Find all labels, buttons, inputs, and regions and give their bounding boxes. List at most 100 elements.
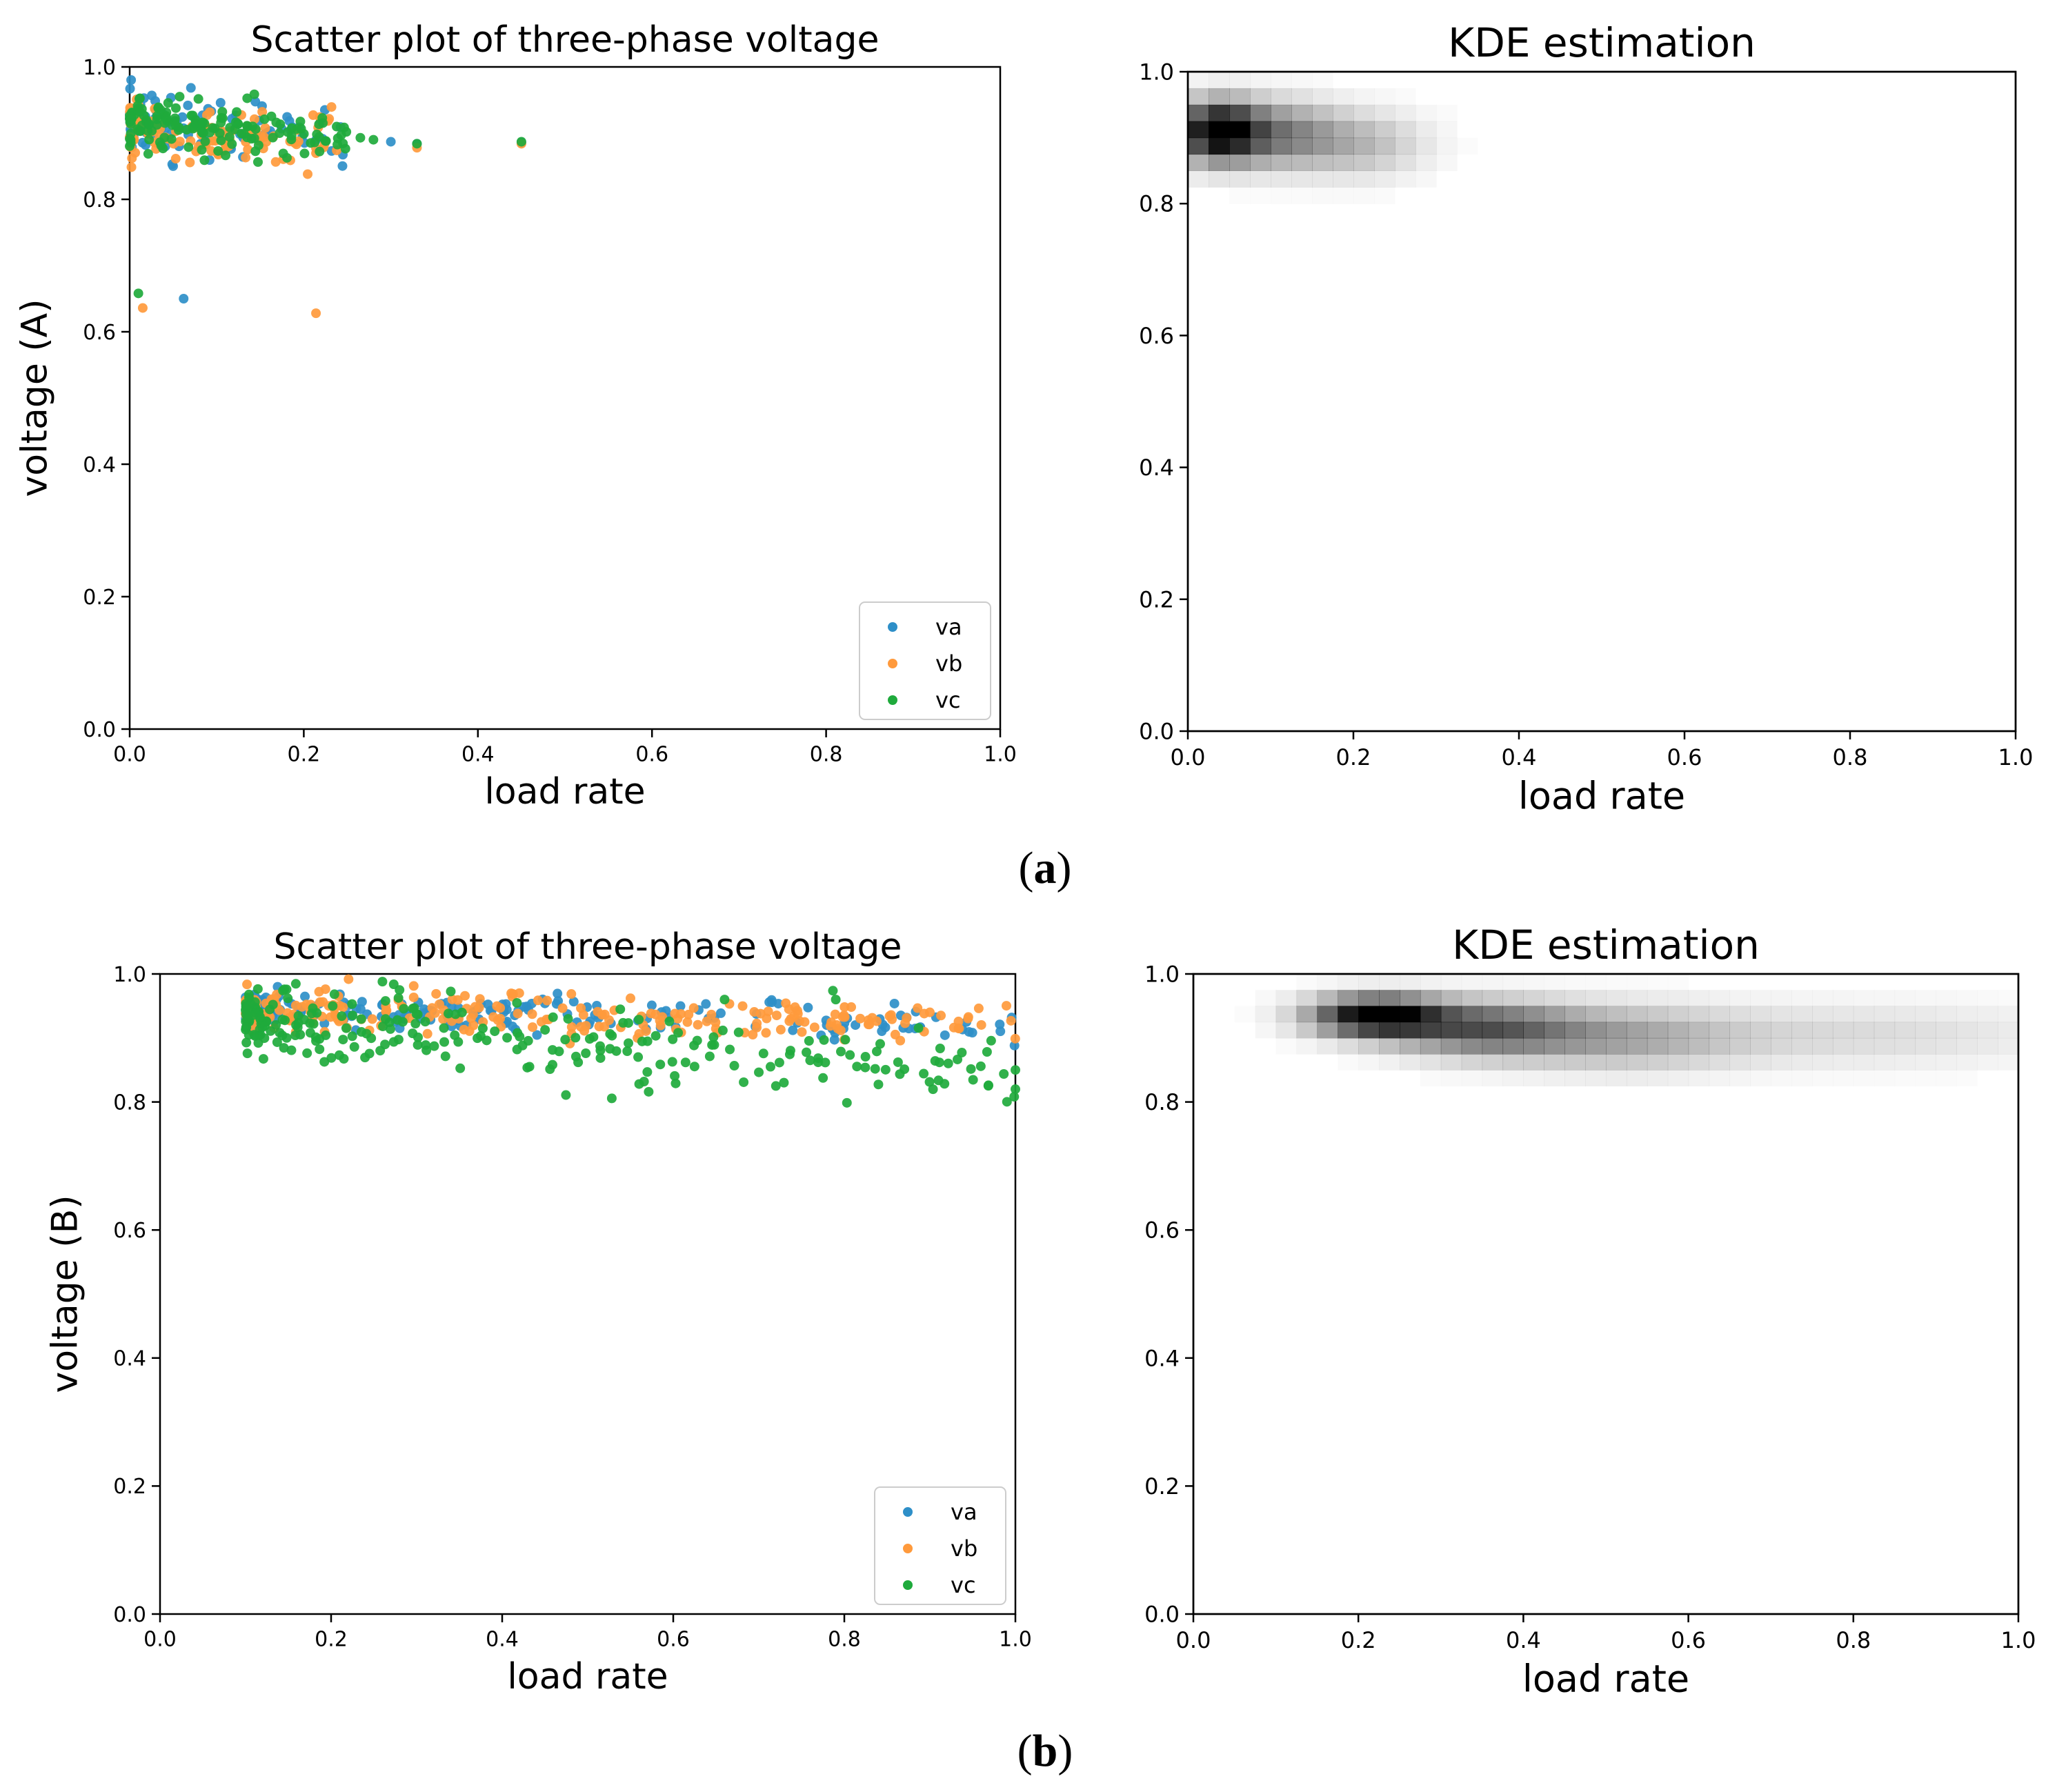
kde-cell (1209, 88, 1230, 106)
point-vc (286, 130, 297, 141)
kde-cell (1564, 1006, 1586, 1023)
kde-cell (1647, 1006, 1669, 1023)
point-vc (639, 1077, 649, 1087)
kde-cell (1250, 170, 1271, 188)
chart-b-scatter: 0.0 0.2 0.4 0.6 0.8 1.0 0.0 0.2 0.4 0.6 0.8 1.0 Scat… (45, 926, 1032, 1698)
kde-cell (1647, 1070, 1669, 1086)
kde-cell (1874, 1054, 1896, 1071)
point-vc (340, 143, 350, 154)
kde-cell (1461, 974, 1483, 990)
chart-title: KDE estimation (1452, 922, 1760, 968)
point-vc (241, 1001, 251, 1011)
kde-cell (1374, 187, 1395, 204)
y-tick-label: 1.0 (1139, 59, 1174, 86)
kde-cell (1564, 974, 1586, 990)
kde-cell (1853, 1022, 1875, 1039)
kde-cell (1956, 1070, 1978, 1086)
point-vc (708, 1032, 719, 1042)
x-tick-label: 0.2 (288, 743, 321, 767)
kde-cell (1709, 1054, 1730, 1071)
kde-cell (1482, 1022, 1504, 1039)
kde-cell (1564, 1037, 1586, 1055)
point-vc (933, 1075, 944, 1086)
point-vb (431, 988, 441, 999)
point-vc (670, 1071, 680, 1081)
point-vc (477, 1023, 488, 1033)
kde-cell (1395, 121, 1416, 139)
kde-cell (1229, 121, 1251, 139)
point-vb (1001, 1001, 1011, 1011)
point-vc (198, 128, 208, 138)
point-vc (252, 984, 263, 994)
point-vc (231, 117, 241, 128)
point-vc (275, 119, 286, 130)
point-vc (144, 135, 155, 145)
point-va (995, 1019, 1005, 1030)
kde-cell (1291, 137, 1313, 155)
kde-cell (1998, 990, 2019, 1006)
point-vc (802, 1047, 812, 1057)
point-vc (377, 977, 388, 987)
point-vc (258, 1054, 268, 1064)
point-vc (188, 123, 198, 134)
point-vb (763, 1006, 773, 1017)
point-vb (314, 986, 324, 997)
x-tick-label: 0.8 (810, 743, 843, 767)
point-vc (243, 1011, 253, 1022)
point-vb (839, 1002, 850, 1012)
point-vc (252, 157, 263, 167)
point-vc (784, 1049, 795, 1059)
kde-cell (1523, 1070, 1544, 1086)
y-tick-label: 0.8 (113, 1091, 146, 1115)
point-vc (282, 152, 292, 163)
kde-cell (1441, 1070, 1462, 1086)
point-vc (450, 1030, 460, 1040)
y-tick-label: 0.0 (1144, 1602, 1180, 1628)
kde-cell (1729, 990, 1751, 1006)
point-vb (890, 1029, 900, 1039)
point-vc (852, 1062, 862, 1072)
point-vb (557, 1003, 568, 1013)
kde-cell (1812, 990, 1834, 1006)
kde-cell (1956, 1022, 1978, 1039)
kde-cell (1338, 990, 1359, 1006)
point-vb (793, 1008, 803, 1019)
y-tick-label: 0.8 (83, 188, 116, 212)
x-tick-label: 1.0 (2001, 1627, 2036, 1653)
point-vc (1011, 1065, 1020, 1075)
point-vc (758, 1048, 768, 1059)
kde-cell (1250, 104, 1271, 122)
point-vb (830, 1009, 840, 1019)
kde-cell (1812, 1070, 1834, 1086)
point-vb (954, 1024, 964, 1034)
kde-cell (1271, 137, 1292, 155)
kde-cell (1358, 1022, 1380, 1039)
point-vc (779, 1077, 789, 1088)
kde-cell (1895, 990, 1916, 1006)
kde-cell (1998, 1006, 2019, 1023)
kde-cell (1482, 1054, 1504, 1071)
kde-cell (1374, 154, 1395, 171)
point-vc (840, 1035, 851, 1045)
kde-cell (1564, 1022, 1586, 1039)
point-vb (326, 102, 337, 112)
point-vc (368, 135, 379, 145)
kde-cell (1291, 104, 1313, 122)
point-vc (605, 1028, 615, 1039)
point-vc (820, 1057, 831, 1068)
kde-cell (1523, 1037, 1544, 1055)
kde-cell (1812, 1006, 1834, 1023)
kde-cell (1358, 1054, 1380, 1071)
point-va (357, 997, 367, 1007)
kde-cell (1894, 1022, 1916, 1039)
point-vb (976, 1019, 986, 1030)
kde-cell (1729, 1070, 1751, 1086)
kde-cell (1338, 974, 1359, 990)
x-tick-label: 0.4 (1502, 744, 1537, 770)
point-vb (593, 1006, 603, 1017)
point-vc (216, 117, 226, 128)
kde-cell (1585, 1022, 1607, 1039)
scatter-points (125, 75, 526, 319)
point-vc (719, 995, 730, 1005)
kde-cell (1771, 1070, 1792, 1086)
